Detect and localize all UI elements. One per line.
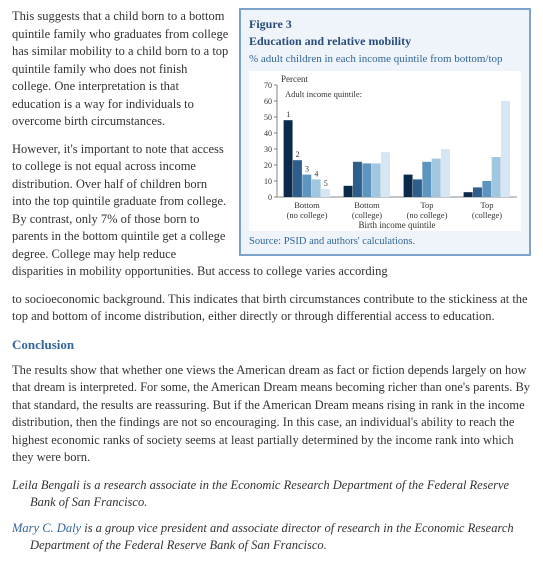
author-1: Leila Bengali is a research associate in…: [30, 477, 531, 512]
svg-text:0: 0: [268, 193, 272, 202]
author-2: Mary C. Daly is a group vice president a…: [30, 520, 531, 555]
conclusion-heading: Conclusion: [12, 336, 531, 354]
chart-area: Percent010203040506070Bottom(no college)…: [249, 71, 521, 231]
figure-title: Education and relative mobility: [249, 33, 521, 50]
svg-text:(no college): (no college): [287, 210, 328, 220]
figure-source: Source: PSID and authors' calculations.: [249, 235, 521, 250]
svg-text:(no college): (no college): [407, 210, 448, 220]
svg-text:1: 1: [286, 110, 290, 119]
svg-text:Birth income quintile: Birth income quintile: [359, 220, 436, 230]
paragraph-3: The results show that whether one views …: [12, 362, 531, 467]
svg-text:3: 3: [305, 165, 309, 174]
svg-text:2: 2: [296, 150, 300, 159]
svg-text:20: 20: [264, 161, 272, 170]
svg-text:(college): (college): [472, 210, 502, 220]
svg-text:70: 70: [264, 81, 272, 90]
svg-text:(college): (college): [352, 210, 382, 220]
svg-text:10: 10: [264, 177, 272, 186]
svg-text:Top: Top: [420, 200, 433, 210]
svg-text:Adult income quintile:: Adult income quintile:: [285, 89, 362, 99]
svg-text:Percent: Percent: [281, 74, 308, 84]
svg-text:60: 60: [264, 97, 272, 106]
author-2-name[interactable]: Mary C. Daly: [12, 521, 81, 535]
paragraph-2-continued: to socioeconomic background. This indica…: [12, 291, 531, 326]
figure-label: Figure 3: [249, 16, 521, 33]
figure-desc: % adult children in each income quintile…: [249, 52, 521, 67]
svg-text:Bottom: Bottom: [354, 200, 380, 210]
svg-text:Bottom: Bottom: [294, 200, 320, 210]
svg-text:Top: Top: [480, 200, 493, 210]
bar-chart: Percent010203040506070Bottom(no college)…: [249, 71, 521, 231]
svg-text:5: 5: [324, 179, 328, 188]
top-section: Figure 3 Education and relative mobility…: [12, 8, 531, 291]
svg-text:40: 40: [264, 129, 272, 138]
svg-text:4: 4: [314, 169, 318, 178]
svg-text:30: 30: [264, 145, 272, 154]
author-2-rest: is a group vice president and associate …: [30, 521, 514, 553]
svg-text:50: 50: [264, 113, 272, 122]
figure-3: Figure 3 Education and relative mobility…: [239, 8, 531, 256]
